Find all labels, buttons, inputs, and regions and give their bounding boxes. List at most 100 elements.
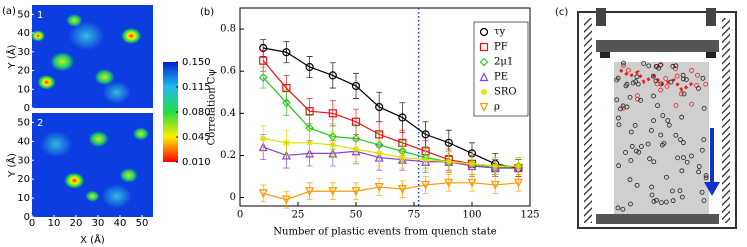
particle xyxy=(696,164,702,169)
x-tick-label: 30 xyxy=(92,218,105,229)
marker xyxy=(305,148,315,158)
marker xyxy=(479,102,489,112)
legend-label: PF xyxy=(494,42,508,53)
particle xyxy=(618,106,623,112)
x-axis-label: Number of plastic events from quench sta… xyxy=(273,227,497,238)
particle xyxy=(681,91,687,97)
marker xyxy=(258,73,268,82)
marker xyxy=(479,42,489,52)
panel-label: (c) xyxy=(555,7,568,18)
particle xyxy=(668,79,674,85)
colorbar-tick-label: 0.080 xyxy=(182,107,211,118)
particle xyxy=(701,105,707,111)
y-tick-label: 10 xyxy=(17,193,30,204)
marker xyxy=(259,56,268,65)
colorbar-tick-label: 0.010 xyxy=(182,157,211,168)
marker xyxy=(306,139,314,147)
particle xyxy=(679,114,685,120)
marker xyxy=(397,185,407,194)
clamp xyxy=(706,52,716,58)
particle xyxy=(678,137,683,143)
map-label: 2 xyxy=(37,118,43,129)
particle xyxy=(660,113,666,118)
marker xyxy=(328,109,337,118)
particle xyxy=(679,168,685,174)
particle xyxy=(680,72,686,78)
particle xyxy=(628,201,633,207)
particle xyxy=(624,104,630,110)
particle xyxy=(653,78,659,84)
particle xyxy=(627,177,633,183)
particle xyxy=(623,150,628,155)
particle xyxy=(634,93,640,98)
heatmap-spot xyxy=(121,27,142,44)
particle xyxy=(651,199,657,204)
particle xyxy=(638,144,644,149)
particle xyxy=(664,174,669,180)
wall-left xyxy=(584,18,592,223)
y-tick-label: 30 xyxy=(17,155,30,166)
x-tick-label: 40 xyxy=(114,218,127,229)
particle xyxy=(628,158,634,163)
particle xyxy=(695,72,700,78)
particle xyxy=(658,87,664,93)
y-tick-label: 50 xyxy=(17,117,30,128)
particle xyxy=(614,77,620,83)
x-tick-label: 25 xyxy=(292,210,305,221)
particle xyxy=(658,132,664,138)
marker xyxy=(422,156,430,164)
arrow-head xyxy=(704,182,720,196)
y-tick-label: 0 xyxy=(24,103,30,114)
y-tick-label: 50 xyxy=(17,9,30,20)
marker xyxy=(398,154,406,162)
marker xyxy=(351,187,361,197)
panel-label: (a) xyxy=(2,6,16,17)
heatmap-spot xyxy=(37,75,56,90)
colorbar-tick-label: 0.150 xyxy=(182,57,211,68)
marker xyxy=(491,162,499,170)
marker xyxy=(329,141,337,149)
marker xyxy=(328,187,338,197)
map-label: 1 xyxy=(37,10,43,21)
post xyxy=(706,8,716,26)
legend-label: τy xyxy=(494,27,506,38)
heatmap-spot xyxy=(68,21,105,51)
series-line xyxy=(262,146,519,169)
x-tick-label: 75 xyxy=(408,210,421,221)
particle xyxy=(621,60,626,66)
marker xyxy=(514,162,522,170)
x-tick-label: 125 xyxy=(520,210,539,221)
y-tick-label: 0.8 xyxy=(220,24,236,35)
heatmap-spot xyxy=(119,168,138,183)
particle xyxy=(615,205,621,211)
particle xyxy=(646,63,652,69)
marker xyxy=(374,182,384,192)
particle xyxy=(636,149,642,155)
particle xyxy=(673,63,679,69)
particle xyxy=(651,93,656,99)
x-tick-label: 50 xyxy=(350,210,363,221)
particle xyxy=(677,188,683,194)
marker xyxy=(490,180,500,190)
particle xyxy=(649,184,655,190)
heatmap-spot xyxy=(85,190,100,202)
particle xyxy=(701,137,707,143)
particle xyxy=(658,62,663,68)
marker xyxy=(444,138,453,147)
particle xyxy=(627,94,633,100)
marker xyxy=(258,189,268,199)
panel-label: (b) xyxy=(200,7,214,18)
x-tick-label: 10 xyxy=(48,218,61,229)
colorbar-tick-label: 0.115 xyxy=(182,82,211,93)
particle xyxy=(634,182,640,188)
particle xyxy=(658,200,664,206)
marker xyxy=(421,180,431,190)
x-tick-label: 100 xyxy=(462,210,481,221)
particle xyxy=(700,75,706,81)
y-tick-label: 40 xyxy=(17,28,30,39)
series-line xyxy=(263,182,519,201)
y-tick-label: 40 xyxy=(17,136,30,147)
marker xyxy=(351,117,361,126)
error-bar xyxy=(260,184,267,203)
